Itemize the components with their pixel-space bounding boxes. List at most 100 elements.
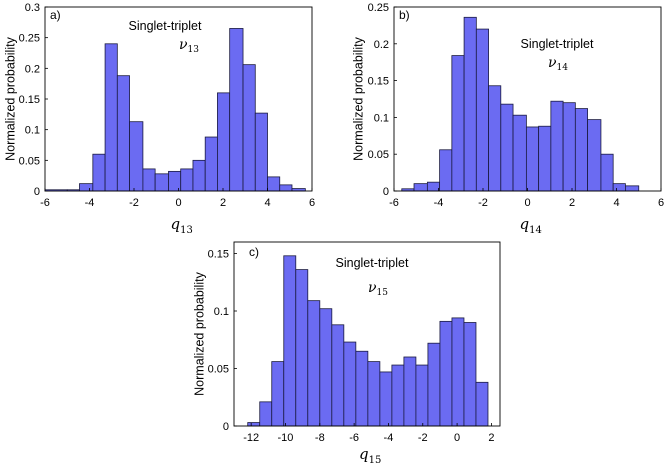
panel-c-ytick-label: 0.05	[208, 364, 229, 376]
panel-b: -6 -4 -2 0 2 4 6 0 0.05 0.1 0.15 0.2 0.25 b) Singlet…	[351, 2, 664, 236]
panel-a-xtick-label: 6	[309, 197, 315, 209]
panel-b-axes: -6 -4 -2 0 2 4 6 0 0.05 0.1 0.15 0.2 0.25	[368, 2, 664, 209]
panel-a-bar	[142, 168, 156, 192]
panel-b-bar	[600, 153, 614, 192]
panel-c-bar	[307, 300, 321, 427]
panel-c-axes-box	[233, 241, 501, 427]
panel-c-bar	[475, 381, 489, 427]
panel-b-bar	[538, 125, 552, 192]
panel-b-xtick-label: -4	[434, 197, 444, 209]
panel-b-ytick-label: 0.05	[368, 149, 389, 161]
panel-c-bar	[439, 320, 453, 427]
panel-c-bar	[295, 269, 309, 427]
panel-a-xtick-label: 2	[220, 197, 226, 209]
panel-c-symbol-main: ν	[368, 280, 377, 296]
panel-c-axes: -12 -10 -8 -6 -4 -2 0 2 0 0.05 0.1 0.15	[208, 241, 501, 444]
panel-a-bar	[229, 28, 244, 192]
panel-a-xlabel-main: q	[171, 215, 181, 233]
panel-b-ytick-label: 0.1	[374, 112, 389, 124]
panel-c-bar	[271, 361, 285, 427]
panel-a-symbol-sub: 13	[188, 45, 200, 55]
panel-c-bar	[259, 401, 273, 427]
panel-a-bar	[204, 136, 218, 192]
panel-b-bar	[525, 126, 540, 192]
panel-a-title: Singlet-triplet	[129, 19, 202, 33]
panel-b-xlabel-sub: 14	[529, 225, 542, 236]
panel-b-bars	[401, 16, 640, 192]
panel-a-symbol-main: ν	[179, 37, 188, 53]
panel-a-xtick-label: -2	[129, 197, 139, 209]
panel-b-bar	[625, 185, 640, 192]
panel-b-bar	[612, 183, 626, 192]
panel-c-ytick-label: 0.15	[208, 249, 229, 261]
panel-c-xtick-label: -4	[384, 432, 394, 444]
panel-c-bar	[427, 342, 441, 427]
panel-b-bar	[451, 55, 465, 192]
panel-c-bar	[319, 308, 333, 427]
panel-a-symbol: ν13	[179, 37, 199, 55]
panel-a-ytick-label: 0.2	[25, 63, 40, 75]
panel-b-bar	[512, 114, 527, 192]
panel-c-bar	[367, 361, 381, 427]
panel-a-axes-box	[44, 6, 313, 192]
panel-a-xtick-label: 4	[264, 197, 270, 209]
panel-b-bar	[562, 102, 576, 192]
panel-c-label: c)	[249, 245, 259, 259]
panel-b-bar	[463, 16, 477, 192]
panel-b-bar	[550, 100, 564, 192]
panel-b-bar	[413, 183, 428, 192]
panel-a-xtick-label: 0	[175, 197, 181, 209]
panel-c-symbol: ν15	[368, 280, 388, 298]
panel-c-bar	[415, 364, 429, 427]
panel-a-label: a)	[50, 8, 61, 22]
panel-c-xtick-label: 2	[488, 432, 494, 444]
panel-a: -6 -4 -2 0 2 4 6 0 0.05 0.1 0.15 0.2 0.25 0.3 a) Sing…	[3, 2, 315, 236]
panel-a-bar	[154, 173, 169, 192]
panel-c-ytick-label: 0	[223, 421, 229, 433]
panel-c-xtick-label: -10	[278, 432, 294, 444]
panel-b-xtick-label: -2	[478, 197, 488, 209]
panel-a-bar	[180, 168, 194, 192]
panel-a-ytick-label: 0.1	[25, 125, 40, 137]
panel-a-ytick-label: 0.3	[25, 2, 40, 14]
panel-b-symbol: ν14	[548, 55, 568, 73]
panel-c-bar	[331, 324, 345, 427]
panel-c-xtick-label: 0	[454, 432, 460, 444]
panel-c-bar	[355, 350, 369, 427]
panel-b-symbol-main: ν	[548, 55, 557, 71]
panel-a-bar	[129, 121, 144, 192]
panel-b-xtick-label: 6	[658, 197, 664, 209]
panel-b-ytick-label: 0.2	[374, 39, 389, 51]
panel-b-xlabel: q14	[520, 215, 542, 236]
panel-a-bar	[279, 184, 293, 192]
panel-b-bar	[488, 85, 502, 192]
panel-b-symbol-sub: 14	[557, 63, 569, 73]
panel-b-bar	[426, 181, 441, 192]
panel-b-ylabel: Normalized probability	[351, 36, 365, 160]
panel-a-bar	[267, 176, 281, 192]
panel-a-xtick-label: -4	[85, 197, 95, 209]
panel-b-bar	[500, 103, 514, 192]
panel-a-ylabel: Normalized probability	[3, 36, 17, 160]
panel-c-bar	[391, 364, 405, 427]
panel-c-bar	[451, 317, 465, 427]
panel-c-ylabel: Normalized probability	[192, 271, 206, 395]
panel-c-xlabel-sub: 15	[369, 455, 382, 466]
panel-a-ytick-label: 0.05	[19, 155, 40, 167]
panel-c-ytick-label: 0.1	[214, 306, 229, 318]
panel-a-bar	[104, 43, 118, 192]
panel-a-ytick-label: 0.15	[19, 94, 40, 106]
panel-c-bar	[247, 422, 261, 427]
panel-c-xlabel-main: q	[359, 445, 369, 463]
panel-b-label: b)	[399, 8, 410, 22]
panel-b-bar	[439, 149, 453, 192]
panel-c-bar	[379, 371, 393, 427]
panel-c-xtick-label: -2	[418, 432, 428, 444]
panel-b-xtick-label: 4	[613, 197, 619, 209]
panel-b-ytick-label: 0.15	[368, 76, 389, 88]
panel-a-bar	[254, 112, 268, 192]
panel-a-ytick-label: 0.25	[19, 33, 40, 45]
panel-b-bar	[475, 28, 489, 192]
panel-a-xlabel-sub: 13	[180, 225, 193, 236]
